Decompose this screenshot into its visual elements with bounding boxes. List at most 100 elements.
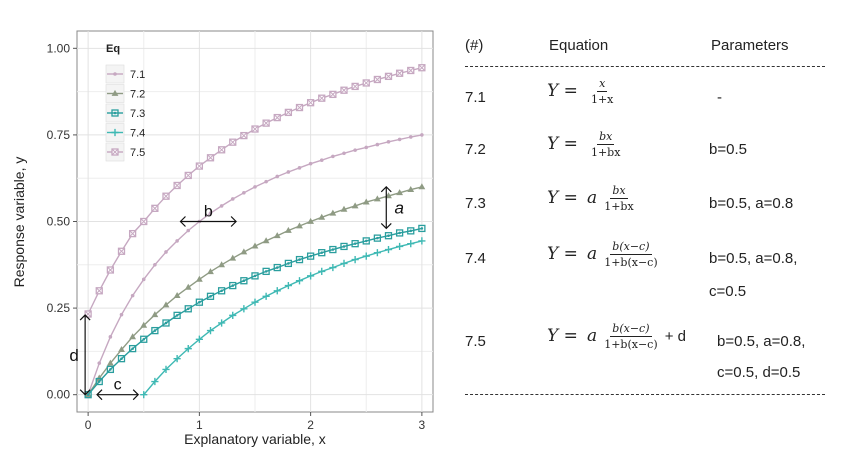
eq-fraction: b(x−c) 1+b(x−c)	[604, 322, 657, 351]
arrow-head	[230, 216, 237, 227]
marker-square	[362, 237, 370, 245]
marker-plus	[140, 391, 148, 399]
data-point	[342, 151, 346, 156]
eq-coef-a: a	[586, 326, 598, 346]
marker-cross	[107, 266, 114, 274]
marker-square-center	[287, 262, 290, 265]
marker-plus	[162, 365, 170, 373]
data-point	[284, 226, 292, 233]
data-point	[340, 205, 348, 212]
data-point	[153, 262, 157, 267]
data-point	[229, 138, 237, 146]
row-7.1-params: -	[717, 89, 722, 106]
marker-square-center	[364, 239, 368, 243]
data-point	[397, 137, 402, 142]
marker-cross	[351, 83, 359, 90]
marker-square	[306, 252, 315, 260]
data-point	[186, 228, 191, 233]
row-7.5-params-2: c=0.5, d=0.5	[717, 364, 801, 381]
row-7.4-equation: Y = a b(x−c) 1+b(x−c)	[547, 240, 658, 269]
data-point	[217, 146, 226, 154]
eq-fraction: bx 1+bx	[591, 130, 620, 159]
legend-label: 7.1	[130, 69, 145, 81]
header-id: (#)	[465, 37, 484, 54]
data-point	[295, 277, 304, 285]
marker-square	[229, 281, 237, 290]
row-7.5-equation: Y = a b(x−c) 1+b(x−c) + d	[547, 322, 686, 351]
data-point	[164, 250, 168, 254]
data-point	[407, 66, 415, 75]
data-point	[128, 344, 137, 353]
data-point	[318, 267, 326, 275]
data-point	[240, 131, 248, 140]
marker-triangle	[418, 183, 426, 190]
data-point	[308, 161, 313, 166]
data-point	[373, 249, 381, 257]
marker-square-center	[186, 307, 190, 311]
arrow-head	[79, 389, 91, 396]
eq-numerator: bx	[610, 184, 628, 199]
eq-numerator: x	[597, 77, 608, 92]
marker-plus	[418, 237, 426, 245]
data-point	[162, 319, 170, 327]
arrow-head	[79, 314, 91, 321]
data-point	[307, 217, 315, 224]
legend-label: 7.4	[130, 128, 145, 140]
marker-plus	[111, 128, 119, 137]
eq-denominator: 1+b(x−c)	[604, 256, 658, 269]
data-point	[395, 69, 404, 77]
marker-triangle	[184, 283, 192, 290]
data-point	[195, 275, 203, 282]
marker-plus	[318, 267, 326, 275]
marker-square-center	[153, 329, 157, 332]
data-point	[262, 119, 270, 127]
legend-item-7.3: 7.3	[105, 103, 145, 123]
marker-cross	[251, 125, 259, 133]
marker-plus	[351, 256, 359, 264]
marker-dot	[364, 145, 369, 150]
data-point	[140, 217, 148, 226]
marker-triangle	[362, 198, 370, 205]
annotation-b: b	[180, 204, 237, 223]
data-point	[230, 197, 235, 201]
data-point	[286, 170, 291, 174]
marker-square	[140, 335, 148, 343]
marker-square-center	[253, 274, 257, 278]
data-point	[340, 259, 348, 268]
data-point	[353, 148, 357, 152]
series-layer	[84, 64, 426, 399]
data-point	[329, 263, 337, 272]
row-7.5-params: b=0.5, a=0.8,	[717, 333, 806, 350]
data-point	[384, 72, 393, 81]
annotation-a: a	[385, 186, 404, 229]
marker-square-center	[175, 314, 179, 317]
data-point	[117, 247, 126, 255]
row-7.4-id: 7.4	[465, 250, 486, 267]
marker-dot	[108, 335, 113, 339]
marker-square	[106, 365, 115, 374]
data-point	[284, 259, 293, 268]
marker-dot	[286, 170, 291, 174]
marker-cross	[396, 69, 403, 77]
data-point	[141, 277, 146, 282]
row-7.5-id: 7.5	[465, 333, 486, 350]
row-7.3-id: 7.3	[465, 195, 486, 212]
marker-plus	[151, 377, 159, 386]
marker-triangle	[318, 213, 326, 220]
marker-square-center	[342, 245, 346, 248]
data-point	[184, 305, 192, 313]
data-point	[95, 287, 103, 295]
axes: 0 1 2 3 0.00 0.25 0.50 0.75 1.00	[47, 41, 426, 432]
data-point	[306, 99, 315, 107]
data-point	[407, 227, 415, 235]
marker-dot	[386, 140, 391, 144]
legend-item-7.4: 7.4	[105, 123, 145, 142]
equation-table: (#) Equation Parameters 7.1 Y = x 1+x - …	[455, 0, 846, 456]
data-point	[219, 204, 224, 208]
marker-cross	[318, 94, 326, 102]
legend-key-marker	[111, 148, 119, 156]
eq-lhs: Y =	[547, 326, 578, 346]
data-point	[251, 242, 259, 249]
data-point	[375, 142, 380, 147]
marker-plus	[240, 305, 248, 313]
